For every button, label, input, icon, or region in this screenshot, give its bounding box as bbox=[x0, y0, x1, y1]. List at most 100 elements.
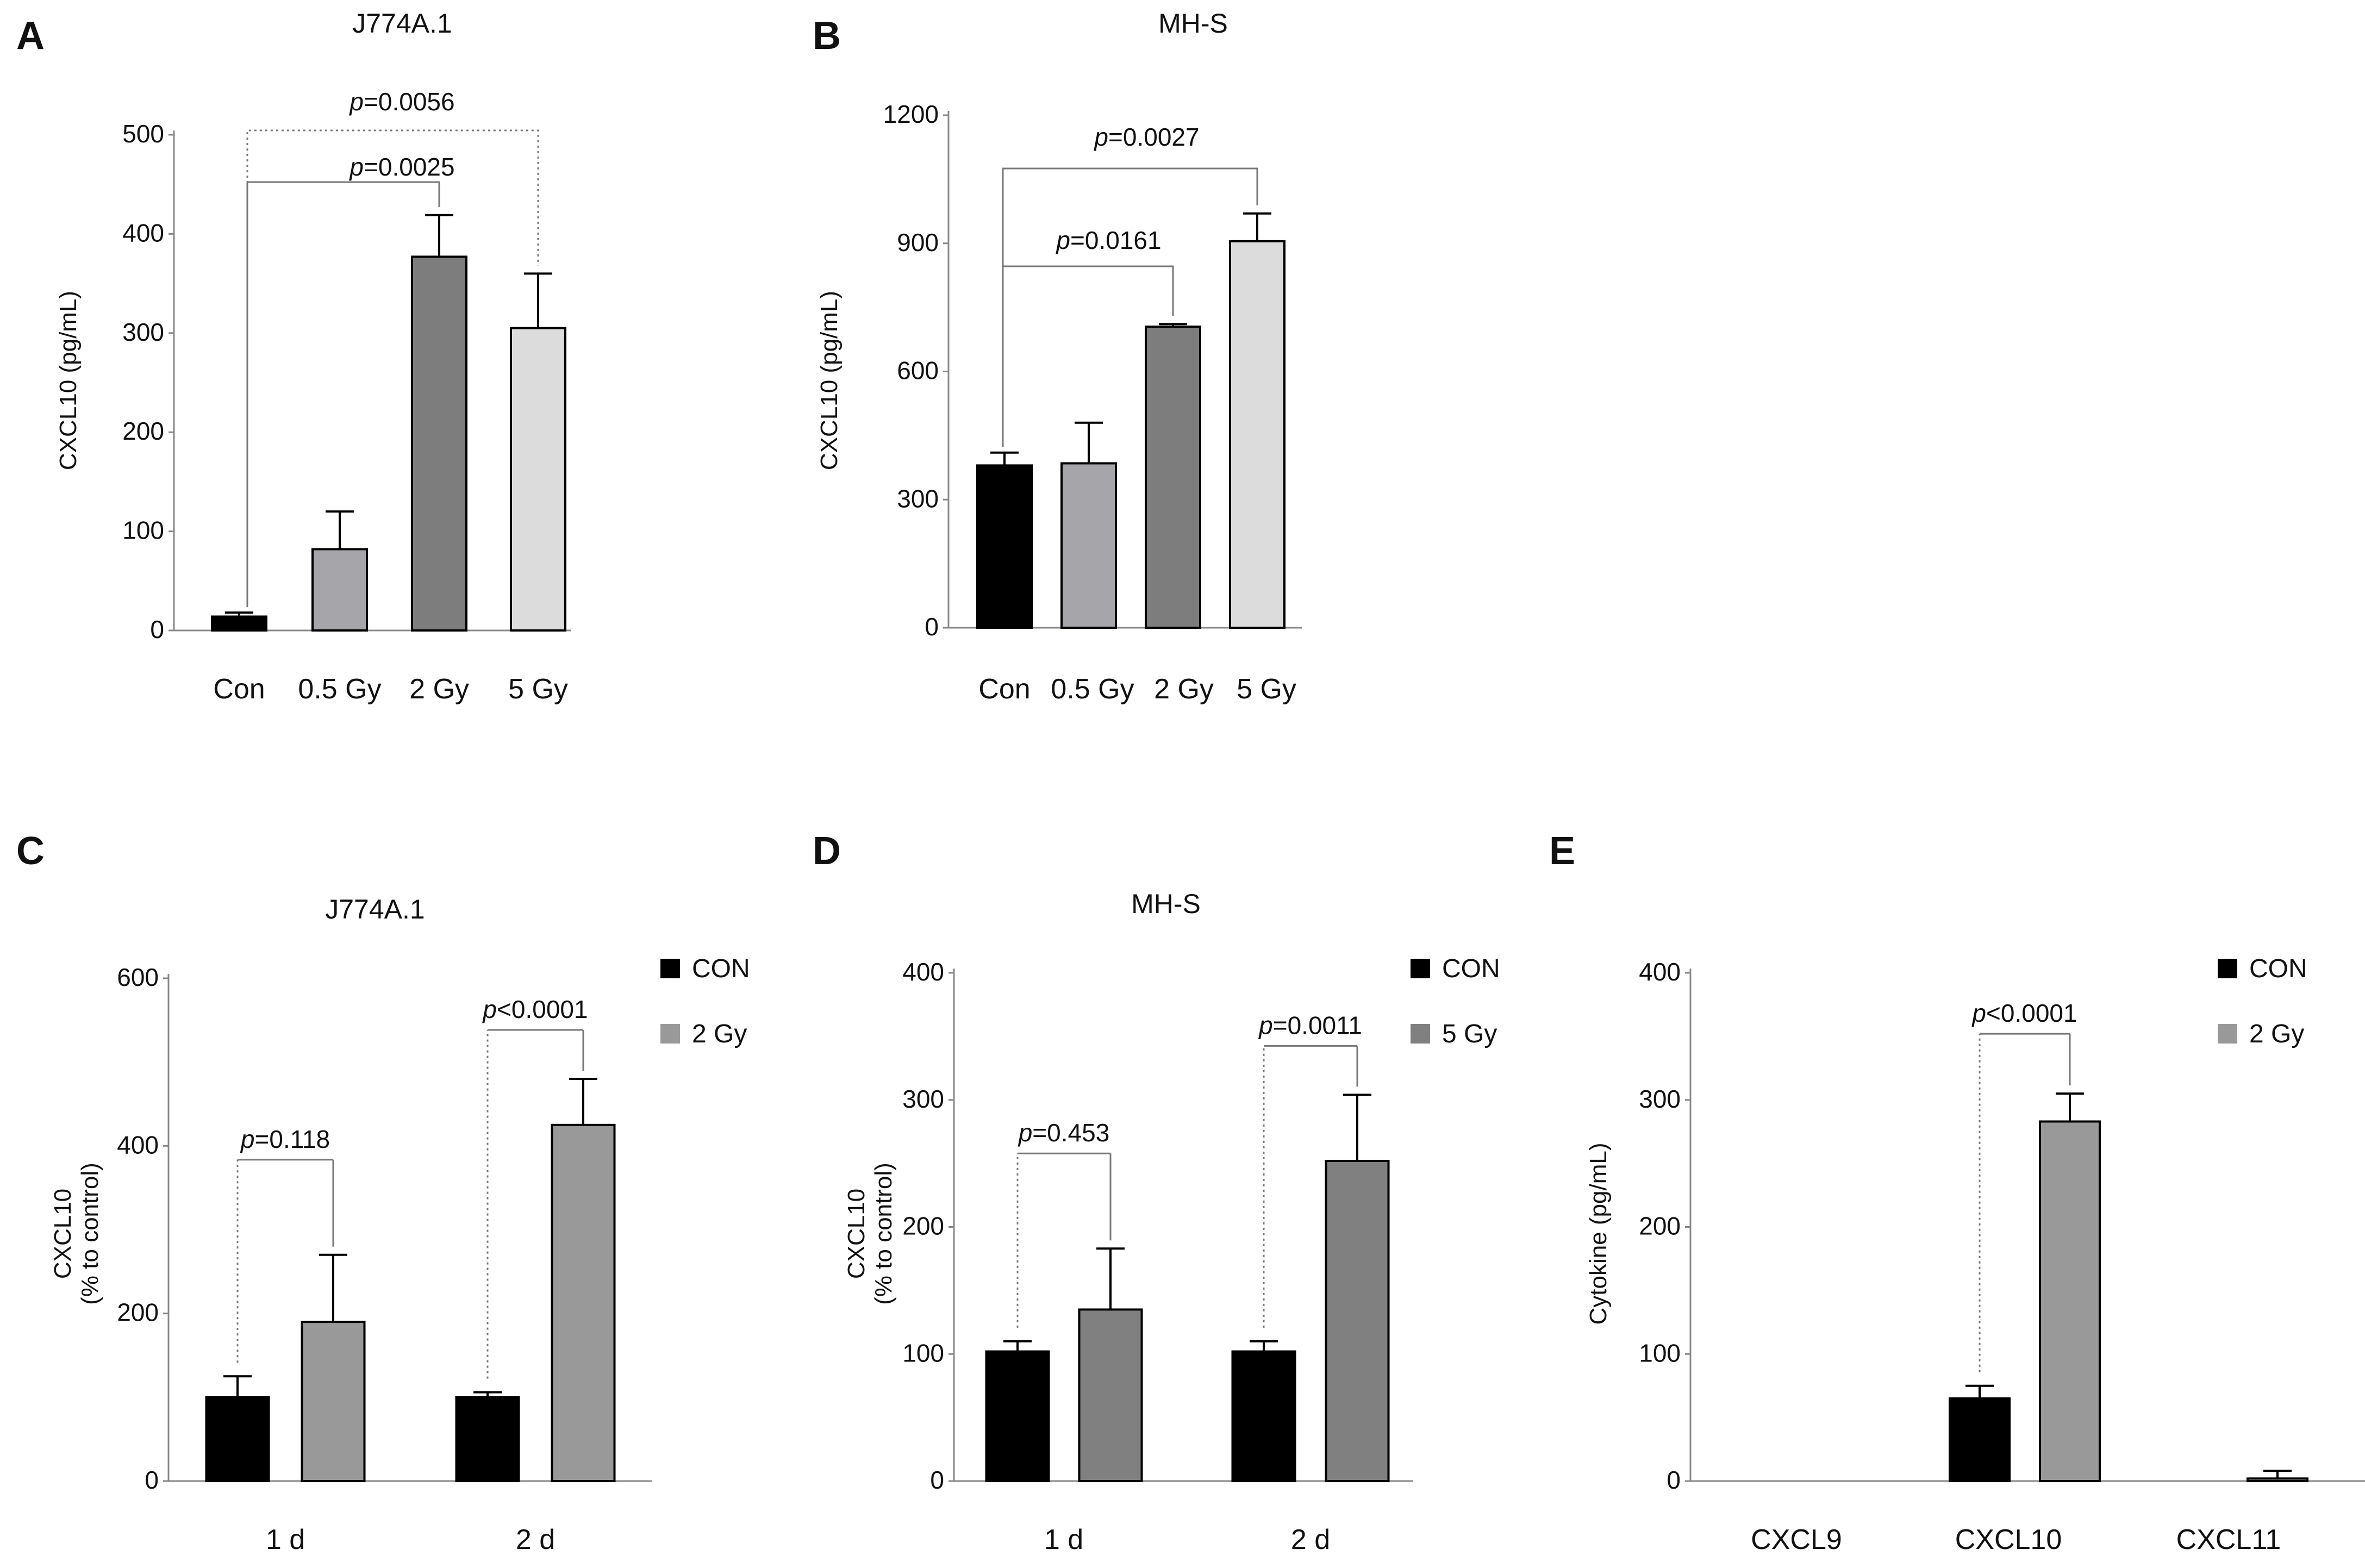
category-label: 0.5 Gy bbox=[1051, 673, 1134, 705]
p-value-label: p<0.0001 bbox=[482, 995, 588, 1023]
legend-label: 2 Gy bbox=[692, 1020, 747, 1048]
bar-2-gy-1 bbox=[551, 1123, 616, 1483]
legend-swatch bbox=[1411, 1024, 1430, 1044]
category-label: 2 Gy bbox=[409, 673, 469, 705]
p-value-label: p<0.0001 bbox=[1971, 999, 2077, 1027]
category-label: 2 Gy bbox=[1154, 673, 1214, 705]
panel-b: B MH-S 0 300 600 900 1200 CXCL10 (pg/mL) Con 0.5 … bbox=[813, 8, 1302, 705]
y-tick-label: 600 bbox=[897, 357, 939, 385]
y-tick-label: 1200 bbox=[883, 100, 939, 128]
category-label: CXCL10 bbox=[1955, 1524, 2062, 1555]
significance-bracket bbox=[246, 181, 440, 608]
bar-2-gy-2 bbox=[2247, 1477, 2308, 1482]
y-tick-label: 100 bbox=[1639, 1339, 1681, 1367]
bar-con-1 bbox=[1231, 1350, 1296, 1482]
y-tick-label: 100 bbox=[122, 516, 164, 545]
y-tick-label: 400 bbox=[122, 218, 164, 247]
y-tick-label: 200 bbox=[902, 1212, 944, 1240]
y-tick-label: 0 bbox=[150, 615, 164, 644]
p-value-label: p=0.0027 bbox=[1093, 123, 1199, 151]
significance-bracket bbox=[246, 129, 539, 608]
panel-d: D MH-S 0 100 200 300 400 CXCL10 (% to control) 1 … bbox=[813, 829, 1500, 1555]
bar-con-0 bbox=[205, 1396, 270, 1482]
y-tick-label: 200 bbox=[1639, 1212, 1681, 1240]
category-label: 1 d bbox=[266, 1524, 305, 1555]
category-label: 5 Gy bbox=[508, 673, 568, 705]
bar-2-gy-0 bbox=[301, 1321, 366, 1482]
p-value-label: p=0.0056 bbox=[348, 88, 454, 116]
chart-title: J774A.1 bbox=[352, 8, 452, 39]
chart-title: MH-S bbox=[1158, 8, 1228, 39]
legend-label: 2 Gy bbox=[2249, 1020, 2304, 1048]
category-label: CXCL9 bbox=[1751, 1524, 1842, 1555]
category-label: 1 d bbox=[1044, 1524, 1083, 1555]
y-tick-label: 0 bbox=[1667, 1466, 1681, 1494]
category-label: CXCL11 bbox=[2176, 1524, 2281, 1555]
bar-con bbox=[976, 464, 1033, 629]
bar-0.5-gy bbox=[311, 548, 368, 632]
panel-e: E 0 100 200 300 400 Cytokine (pg/mL) CXCL9 CXCL1… bbox=[1549, 829, 2365, 1555]
category-label: 5 Gy bbox=[1237, 673, 1296, 705]
p-value-label: p=0.0011 bbox=[1258, 1011, 1362, 1039]
y-axis-label: CXCL10 (pg/mL) bbox=[55, 291, 82, 470]
y-tick-label: 300 bbox=[1639, 1085, 1681, 1113]
panel-a: A J774A.1 0 100 200 300 400 500 CXCL10 (pg/mL) Co… bbox=[16, 8, 571, 705]
panel-letter: C bbox=[16, 829, 45, 873]
y-tick-label: 100 bbox=[902, 1339, 944, 1367]
y-tick-label: 300 bbox=[122, 318, 164, 346]
chart-title: MH-S bbox=[1131, 889, 1201, 919]
y-tick-label: 0 bbox=[145, 1466, 159, 1494]
y-axis-label: CXCL10 (pg/mL) bbox=[816, 291, 843, 470]
y-tick-label: 200 bbox=[117, 1298, 159, 1327]
y-axis-label-line: (% to control) bbox=[870, 1163, 897, 1305]
panel-letter: A bbox=[16, 14, 45, 58]
p-value-label: p=0.118 bbox=[240, 1125, 330, 1153]
y-tick-label: 200 bbox=[122, 417, 164, 445]
y-tick-label: 400 bbox=[902, 958, 944, 986]
category-label: 0.5 Gy bbox=[298, 673, 381, 705]
panel-letter: E bbox=[1549, 829, 1575, 873]
bar-2-gy bbox=[411, 255, 467, 632]
y-tick-label: 0 bbox=[930, 1466, 944, 1494]
bar-5-gy bbox=[1229, 240, 1286, 629]
bar-5-gy-1 bbox=[1325, 1159, 1390, 1482]
bar-2-gy-1 bbox=[2039, 1120, 2101, 1483]
legend-swatch bbox=[660, 959, 680, 978]
chart-title: J774A.1 bbox=[325, 894, 425, 924]
panel-c: C J774A.1 0 200 400 600 CXCL10 (% to control) 1 … bbox=[16, 829, 750, 1555]
category-label: Con bbox=[213, 673, 265, 705]
panel-letter: B bbox=[813, 14, 841, 58]
y-tick-label: 300 bbox=[897, 484, 939, 513]
y-tick-label: 600 bbox=[117, 963, 159, 991]
legend-swatch bbox=[2218, 1024, 2237, 1044]
y-tick-label: 900 bbox=[897, 228, 939, 257]
bar-5-gy bbox=[510, 327, 566, 632]
bar-con-0 bbox=[985, 1350, 1050, 1482]
y-axis-label-line: CXCL10 bbox=[843, 1189, 870, 1279]
legend-label: CON bbox=[1442, 954, 1500, 983]
legend-swatch bbox=[660, 1024, 680, 1044]
panel-letter: D bbox=[813, 829, 841, 873]
bar-2-gy bbox=[1145, 325, 1201, 629]
y-tick-label: 300 bbox=[902, 1085, 944, 1113]
y-axis-label-line: CXCL10 bbox=[49, 1189, 76, 1279]
y-tick-label: 0 bbox=[925, 613, 939, 641]
y-tick-label: 500 bbox=[122, 120, 164, 148]
bar-con bbox=[211, 615, 267, 632]
significance-bracket bbox=[1002, 167, 1258, 447]
legend-label: CON bbox=[2249, 954, 2307, 983]
bar-5-gy-0 bbox=[1078, 1308, 1143, 1482]
y-axis-label-line: (% to control) bbox=[77, 1163, 103, 1305]
y-tick-label: 400 bbox=[117, 1130, 159, 1159]
y-axis-label: Cytokine (pg/mL) bbox=[1585, 1142, 1612, 1325]
legend-label: CON bbox=[692, 954, 750, 983]
p-value-label: p=0.0025 bbox=[348, 153, 454, 181]
legend-swatch bbox=[2218, 959, 2237, 978]
category-label: 2 d bbox=[516, 1524, 555, 1555]
category-label: 2 d bbox=[1291, 1524, 1330, 1555]
p-value-label: p=0.453 bbox=[1018, 1119, 1110, 1147]
y-tick-label: 400 bbox=[1639, 958, 1681, 986]
category-label: Con bbox=[978, 673, 1030, 705]
bar-0.5-gy bbox=[1060, 462, 1117, 629]
bar-con-1 bbox=[1949, 1397, 2011, 1482]
